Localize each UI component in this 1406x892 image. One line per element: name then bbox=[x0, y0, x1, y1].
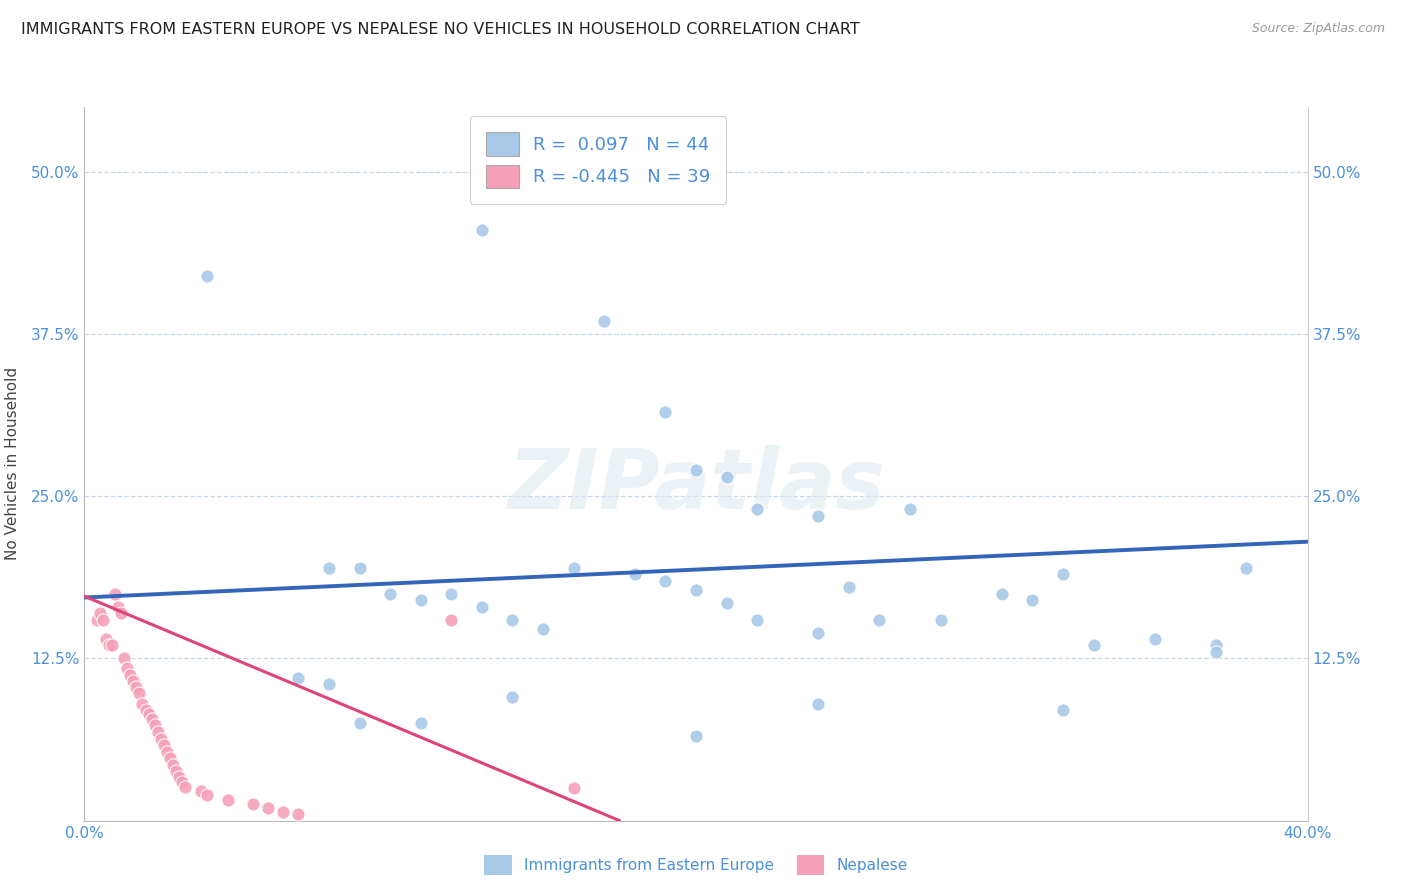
Point bbox=[162, 757, 184, 772]
Point bbox=[271, 805, 294, 819]
Point bbox=[195, 268, 218, 283]
Point bbox=[125, 680, 148, 694]
Point bbox=[593, 314, 616, 328]
Point bbox=[287, 671, 309, 685]
Point bbox=[1021, 593, 1043, 607]
Point bbox=[131, 697, 153, 711]
Point bbox=[562, 171, 585, 186]
Point bbox=[409, 716, 432, 731]
Text: Source: ZipAtlas.com: Source: ZipAtlas.com bbox=[1251, 22, 1385, 36]
Point bbox=[1083, 639, 1105, 653]
Point bbox=[110, 606, 132, 620]
Point bbox=[167, 770, 190, 784]
Point bbox=[685, 582, 707, 597]
Point bbox=[685, 463, 707, 477]
Point bbox=[190, 784, 212, 798]
Point bbox=[1205, 645, 1227, 659]
Point bbox=[120, 668, 142, 682]
Point bbox=[138, 707, 160, 722]
Point bbox=[747, 613, 769, 627]
Point bbox=[318, 677, 340, 691]
Point bbox=[217, 793, 239, 807]
Point bbox=[716, 470, 738, 484]
Point bbox=[654, 574, 676, 588]
Point bbox=[91, 613, 114, 627]
Point bbox=[318, 560, 340, 574]
Point bbox=[122, 673, 145, 688]
Point bbox=[172, 774, 194, 789]
Point bbox=[654, 405, 676, 419]
Point bbox=[716, 596, 738, 610]
Point bbox=[991, 586, 1014, 600]
Point bbox=[257, 800, 280, 814]
Point bbox=[165, 764, 187, 779]
Point bbox=[1052, 703, 1074, 717]
Legend: Immigrants from Eastern Europe, Nepalese: Immigrants from Eastern Europe, Nepalese bbox=[478, 849, 914, 880]
Point bbox=[107, 599, 129, 614]
Point bbox=[624, 567, 647, 582]
Point bbox=[562, 781, 585, 796]
Point bbox=[146, 725, 169, 739]
Point bbox=[97, 639, 120, 653]
Point bbox=[159, 751, 181, 765]
Point bbox=[349, 560, 371, 574]
Point bbox=[869, 613, 891, 627]
Point bbox=[471, 223, 494, 237]
Point bbox=[128, 686, 150, 700]
Point bbox=[807, 697, 830, 711]
Point bbox=[1052, 567, 1074, 582]
Point bbox=[195, 788, 218, 802]
Point bbox=[929, 613, 952, 627]
Point bbox=[141, 713, 163, 727]
Point bbox=[242, 797, 264, 811]
Point bbox=[1205, 639, 1227, 653]
Point bbox=[440, 586, 463, 600]
Y-axis label: No Vehicles in Household: No Vehicles in Household bbox=[4, 368, 20, 560]
Point bbox=[685, 729, 707, 743]
Point bbox=[1236, 560, 1258, 574]
Point bbox=[562, 560, 585, 574]
Point bbox=[115, 660, 138, 674]
Point bbox=[502, 690, 524, 705]
Point bbox=[409, 593, 432, 607]
Point bbox=[149, 731, 172, 746]
Point bbox=[135, 703, 157, 717]
Text: IMMIGRANTS FROM EASTERN EUROPE VS NEPALESE NO VEHICLES IN HOUSEHOLD CORRELATION : IMMIGRANTS FROM EASTERN EUROPE VS NEPALE… bbox=[21, 22, 860, 37]
Point bbox=[531, 622, 554, 636]
Point bbox=[471, 599, 494, 614]
Point bbox=[287, 807, 309, 822]
Point bbox=[156, 745, 179, 759]
Point bbox=[747, 502, 769, 516]
Point bbox=[838, 580, 860, 594]
Point bbox=[86, 613, 108, 627]
Point bbox=[101, 639, 124, 653]
Point bbox=[153, 739, 176, 753]
Text: ZIPatlas: ZIPatlas bbox=[508, 445, 884, 525]
Point bbox=[174, 780, 197, 794]
Point bbox=[807, 625, 830, 640]
Point bbox=[94, 632, 117, 646]
Point bbox=[143, 717, 166, 731]
Point bbox=[112, 651, 135, 665]
Point bbox=[1143, 632, 1166, 646]
Point bbox=[349, 716, 371, 731]
Point bbox=[440, 613, 463, 627]
Point bbox=[807, 508, 830, 523]
Point bbox=[104, 586, 127, 600]
Point bbox=[898, 502, 921, 516]
Point bbox=[502, 613, 524, 627]
Point bbox=[89, 606, 111, 620]
Point bbox=[380, 586, 402, 600]
